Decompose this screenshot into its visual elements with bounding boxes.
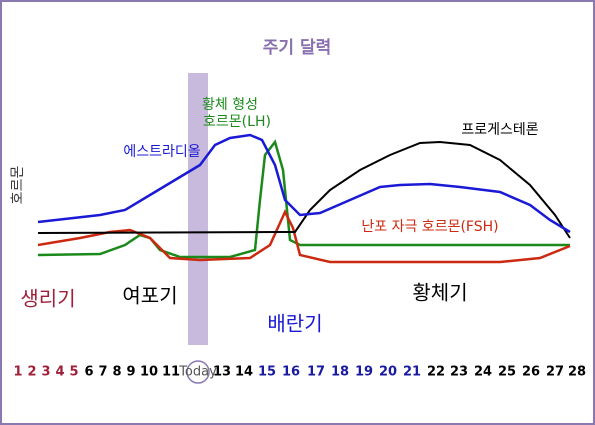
day-label: 23 [450, 365, 468, 380]
phase-label: 배란기 [267, 312, 322, 336]
phase-label: 황체기 [412, 281, 467, 305]
lh-label: 호르몬(LH) [203, 114, 271, 130]
day-label: 24 [474, 365, 492, 380]
day-label: 22 [427, 365, 445, 380]
lh-label: 황체 형성 [202, 97, 258, 113]
estradiol-label: 에스트라디올 [123, 144, 200, 160]
day-label: Today [178, 365, 217, 380]
today-circle [186, 360, 210, 384]
progesterone-label: 프로게스테론 [461, 122, 538, 138]
day-label: 16 [282, 365, 300, 380]
today-band [188, 73, 208, 345]
day-label: 9 [126, 365, 135, 380]
day-label: 3 [41, 365, 50, 380]
day-label: 7 [98, 365, 107, 380]
phase-label: 여포기 [122, 284, 177, 308]
y-label: 호르몬 [10, 166, 26, 205]
progesterone-curve [37, 140, 571, 239]
fsh-label: 난포 자극 호르몬(FSH) [361, 219, 498, 235]
day-label: 26 [522, 365, 540, 380]
day-label: 15 [258, 365, 276, 380]
day-label: 20 [379, 365, 397, 380]
day-label: 17 [307, 365, 325, 380]
day-label: 18 [331, 365, 349, 380]
day-label: 28 [568, 365, 586, 380]
day-label: 13 [213, 365, 231, 380]
phase-label: 생리기 [20, 287, 75, 311]
day-label: 10 [140, 365, 158, 380]
day-label: 25 [498, 365, 516, 380]
day-label: 6 [84, 365, 93, 380]
estradiol-curve [37, 133, 571, 234]
day-label: 14 [235, 365, 253, 380]
title: 주기 달력 [263, 37, 331, 58]
day-label: 8 [112, 365, 121, 380]
fsh-curve [37, 209, 571, 264]
lh-curve [37, 139, 570, 259]
day-label: 1 [13, 365, 22, 380]
day-label: 19 [355, 365, 373, 380]
day-label: 27 [546, 365, 564, 380]
day-label: 2 [27, 365, 36, 380]
day-label: 11 [162, 365, 180, 380]
day-label: 4 [55, 365, 64, 380]
day-label: 21 [403, 365, 421, 380]
day-label: 5 [69, 365, 78, 380]
